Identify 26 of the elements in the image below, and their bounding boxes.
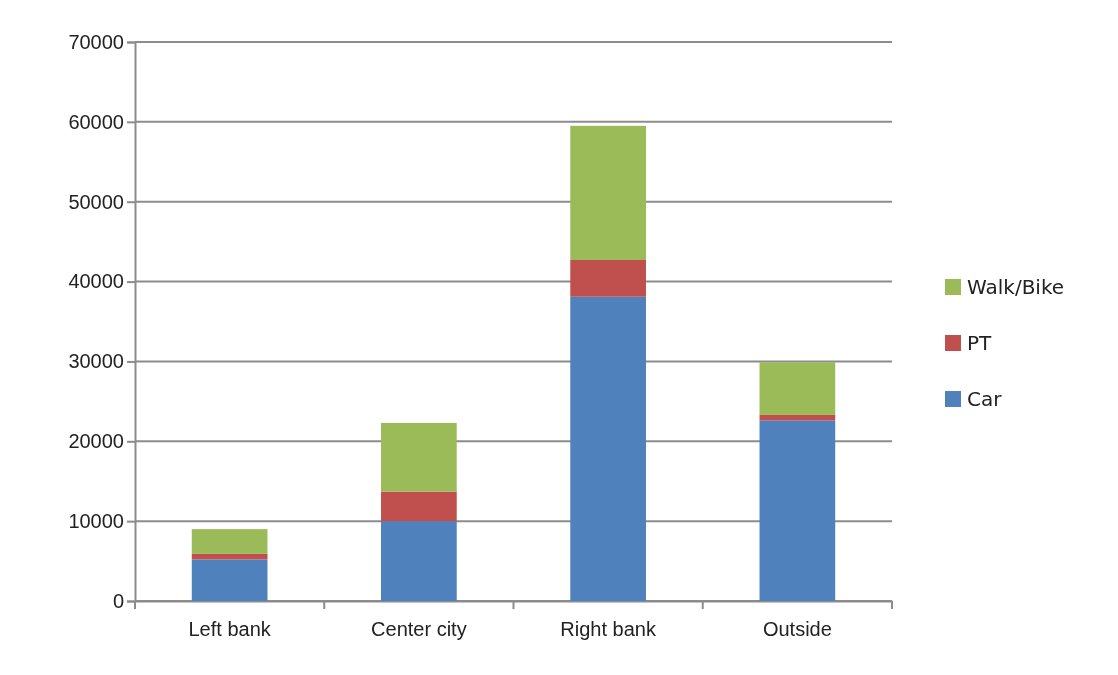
legend-label: PT (967, 331, 993, 355)
y-tick-label: 50000 (68, 190, 124, 213)
bar (759, 362, 836, 415)
bar (191, 529, 268, 554)
legend-label: Car (967, 387, 1003, 411)
y-tick-label: 20000 (68, 430, 124, 453)
bar (381, 491, 457, 522)
y-tick-label: 30000 (68, 350, 124, 373)
bar (759, 420, 836, 601)
y-tick-label: 10000 (68, 510, 124, 533)
bar (570, 296, 646, 601)
x-tick-label: Right bank (560, 618, 657, 640)
x-tick-label: Center city (371, 618, 467, 640)
bar (191, 559, 268, 601)
x-tick-label: Outside (762, 618, 832, 640)
y-tick-label: 60000 (68, 110, 124, 133)
bar (381, 422, 457, 492)
x-tick-label: Left bank (188, 618, 272, 640)
bar (759, 414, 836, 421)
bar (570, 125, 646, 261)
y-tick-label: 40000 (68, 270, 124, 293)
y-tick-label: 70000 (68, 30, 124, 53)
y-tick-label: 0 (112, 589, 124, 612)
bar (570, 260, 646, 297)
legend-label: Walk/Bike (967, 275, 1065, 299)
bar (381, 521, 457, 601)
